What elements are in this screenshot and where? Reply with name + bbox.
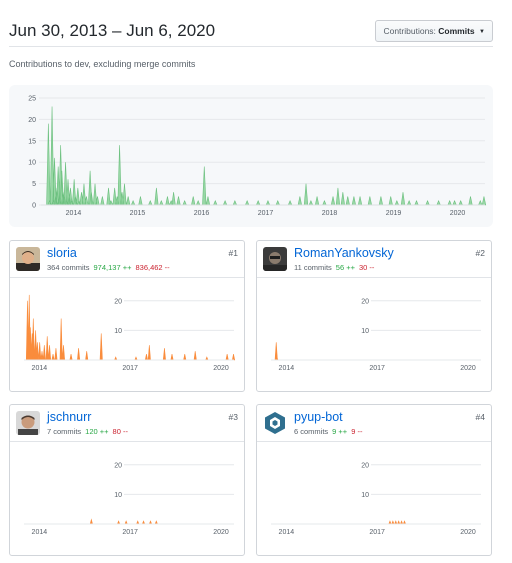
deletions-count: 836,462 --	[135, 263, 170, 272]
x-tick-label: 2014	[279, 365, 295, 372]
contributor-stats: 6 commits 9 ++ 9 --	[294, 427, 362, 436]
y-tick-label: 20	[114, 462, 122, 469]
y-tick-label: 10	[114, 328, 122, 335]
contributor-card: pyup-bot 6 commits 9 ++ 9 -- #4 10 20 2014 20…	[256, 404, 492, 556]
contributor-chart: 10 20 2014 2017 2020	[24, 294, 236, 372]
x-tick-label: 2014	[66, 210, 82, 217]
contributor-rank: #1	[228, 248, 238, 258]
y-tick-label: 20	[361, 298, 369, 305]
contributor-chart: 10 20 2014 2017 2020	[24, 462, 234, 536]
contributor-stats: 364 commits 974,137 ++ 836,462 --	[47, 263, 170, 272]
contributor-name-link[interactable]: jschnurr	[47, 410, 92, 424]
contributor-card: RomanYankovsky 11 commits 56 ++ 30 -- #2 1…	[256, 240, 492, 392]
y-tick-label: 10	[114, 492, 122, 499]
commits-area	[24, 518, 234, 525]
y-tick-label: 20	[361, 462, 369, 469]
contributions-chart: 0 5 10 15 20 25 2014 2015 2016 2017 2018 2019 2020	[9, 85, 493, 227]
contributor-rank: #2	[475, 248, 485, 258]
y-tick-label: 25	[28, 96, 36, 103]
contributor-card: sloria 364 commits 974,137 ++ 836,462 -- #…	[9, 240, 245, 392]
y-tick-label: 10	[28, 160, 36, 167]
x-tick-label: 2020	[213, 529, 229, 536]
y-tick-label: 20	[28, 117, 36, 124]
contributions-dropdown[interactable]: Contributions: Commits ▼	[375, 20, 493, 42]
commits-area	[271, 342, 481, 361]
x-tick-label: 2020	[460, 529, 476, 536]
commit-count[interactable]: 364 commits	[47, 263, 90, 272]
graph-subtitle: Contributions to dev, excluding merge co…	[9, 59, 196, 69]
x-tick-label: 2019	[386, 210, 402, 217]
x-tick-label: 2014	[279, 529, 295, 536]
contributor-chart: 10 20 2014 2017 2020	[271, 462, 481, 536]
deletions-count: 30 --	[358, 263, 375, 272]
additions-count: 120 ++	[85, 427, 109, 436]
additions-count: 56 ++	[335, 263, 355, 272]
contributor-card-header: sloria 364 commits 974,137 ++ 836,462 -- #…	[10, 241, 244, 278]
x-tick-label: 2017	[369, 529, 385, 536]
commits-area	[24, 294, 236, 361]
contributor-stats: 11 commits 56 ++ 30 --	[294, 263, 374, 272]
y-tick-label: 10	[361, 492, 369, 499]
contributor-card-header: pyup-bot 6 commits 9 ++ 9 -- #4	[257, 405, 491, 442]
contributor-stats: 7 commits 120 ++ 80 --	[47, 427, 128, 436]
additions-count: 9 ++	[332, 427, 348, 436]
dropdown-prefix: Contributions:	[383, 26, 436, 36]
contributor-card-header: jschnurr 7 commits 120 ++ 80 -- #3	[10, 405, 244, 442]
pyup-bot-avatar[interactable]	[263, 411, 287, 435]
x-tick-label: 2020	[213, 365, 229, 372]
contributor-name-link[interactable]: sloria	[47, 246, 77, 260]
x-tick-label: 2017	[122, 365, 138, 372]
caret-down-icon: ▼	[479, 29, 485, 35]
additions-count: 974,137 ++	[93, 263, 132, 272]
contributor-card-header: RomanYankovsky 11 commits 56 ++ 30 -- #2	[257, 241, 491, 278]
dropdown-selected: Commits	[438, 26, 475, 36]
x-tick-label: 2014	[32, 529, 48, 536]
x-tick-label: 2014	[32, 365, 48, 372]
date-range: Jun 30, 2013 – Jun 6, 2020	[9, 21, 216, 40]
x-tick-label: 2020	[460, 365, 476, 372]
graph-header: Jun 30, 2013 – Jun 6, 2020 Contributions…	[9, 16, 493, 47]
x-tick-label: 2017	[122, 529, 138, 536]
contributor-rank: #3	[228, 412, 238, 422]
sloria-avatar[interactable]	[16, 247, 40, 271]
deletions-count: 9 --	[351, 427, 363, 436]
jschnurr-avatar[interactable]	[16, 411, 40, 435]
contributor-rank: #4	[475, 412, 485, 422]
contributor-card: jschnurr 7 commits 120 ++ 80 -- #3 10 20 201…	[9, 404, 245, 556]
x-tick-label: 2017	[369, 365, 385, 372]
contributor-chart: 10 20 2014 2017 2020	[271, 298, 481, 372]
y-tick-label: 5	[32, 181, 36, 188]
commit-count[interactable]: 6 commits	[294, 427, 329, 436]
x-tick-label: 2020	[450, 210, 466, 217]
contributions-chart-svg: 0 5 10 15 20 25 2014 2015 2016 2017 2018 2019 2020	[28, 96, 487, 217]
x-tick-label: 2018	[322, 210, 338, 217]
commit-count[interactable]: 7 commits	[47, 427, 82, 436]
y-tick-label: 10	[361, 328, 369, 335]
commit-count[interactable]: 11 commits	[294, 263, 332, 272]
romanyankovsky-avatar[interactable]	[263, 247, 287, 271]
deletions-count: 80 --	[112, 427, 128, 436]
x-tick-label: 2016	[194, 210, 210, 217]
contributor-name-link[interactable]: pyup-bot	[294, 410, 343, 424]
x-tick-label: 2017	[258, 210, 274, 217]
contributor-name-link[interactable]: RomanYankovsky	[294, 246, 394, 260]
commits-area	[41, 106, 487, 206]
y-tick-label: 0	[32, 203, 36, 210]
y-tick-label: 15	[28, 138, 36, 145]
y-tick-label: 20	[114, 298, 122, 305]
x-tick-label: 2015	[130, 210, 146, 217]
